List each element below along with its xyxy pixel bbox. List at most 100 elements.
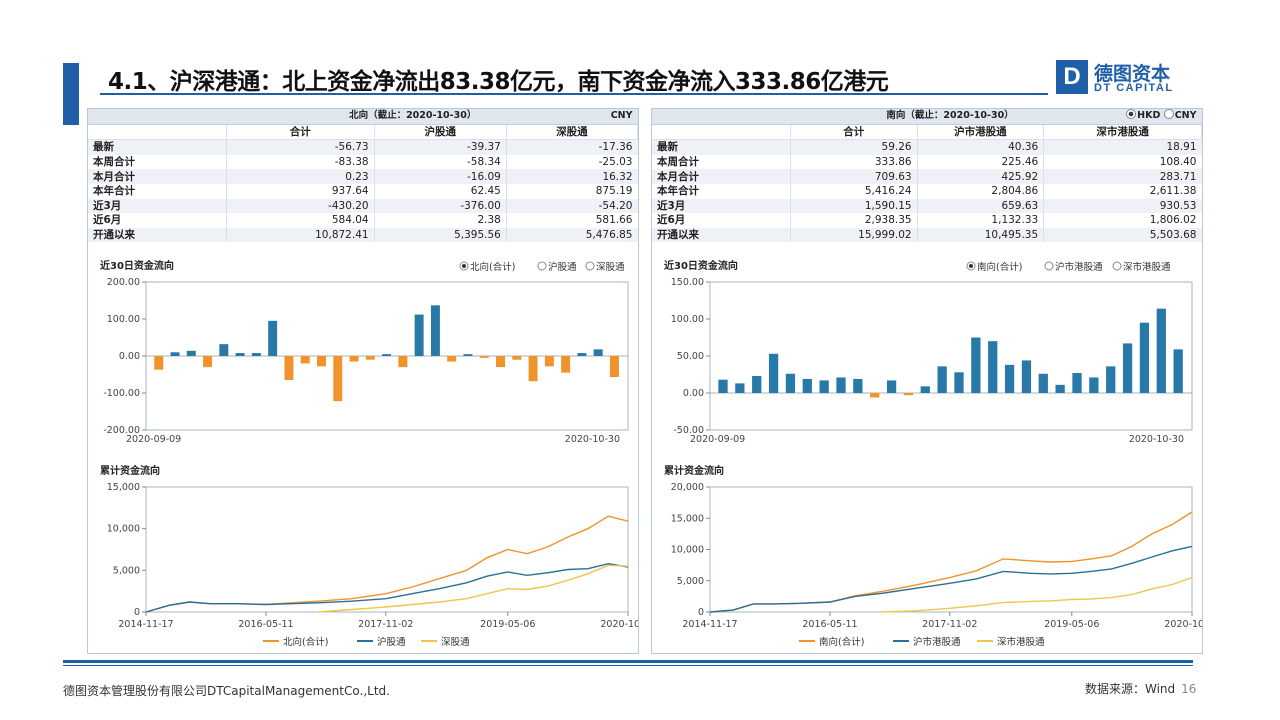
legend-radio[interactable]	[537, 261, 547, 271]
bar	[920, 386, 930, 393]
north-30day-chart: 近30日资金流向 北向(合计) 沪股通 深股通 200.00 100.00 0.00 -100…	[100, 259, 629, 445]
legend-label: 深股通	[596, 262, 625, 273]
table-cell: -54.20	[505, 198, 638, 214]
table-cell: 2,611.38	[1043, 183, 1202, 199]
row-label: 最新	[88, 139, 227, 155]
bar	[1156, 308, 1166, 393]
bar	[988, 341, 998, 393]
row-label: 本月合计	[88, 169, 227, 184]
row-label: 本周合计	[93, 156, 135, 169]
bar	[219, 344, 229, 356]
bar	[1038, 373, 1048, 393]
table-cell: 709.63	[790, 169, 918, 184]
table-cell: 937.64	[226, 183, 375, 199]
y-tick-label: 0	[134, 607, 140, 618]
cny-radio[interactable]	[1163, 109, 1174, 120]
legend-radio[interactable]	[585, 261, 595, 271]
x-tick-label: 2014-11-17	[682, 619, 737, 630]
bar	[414, 314, 424, 356]
row-label: 近3月	[88, 198, 227, 214]
table-row: 本周合计 333.86 225.46 108.40	[652, 154, 1202, 170]
page-title: 4.1、沪深港通：北上资金净流出83.38亿元，南下资金净流入333.86亿港元	[108, 69, 889, 95]
bar	[802, 378, 812, 393]
bar	[1072, 373, 1082, 393]
table-cell: -58.34	[373, 154, 507, 170]
row-label: 本年合计	[93, 185, 135, 198]
legend-label: 北向(合计)	[470, 261, 515, 273]
table-cell: -16.09	[373, 169, 507, 184]
table-cell: 581.66	[505, 213, 638, 228]
y-tick-label: -100.00	[103, 388, 140, 399]
table-cell: 40.36	[916, 139, 1044, 155]
table-cell: 15,999.02	[790, 227, 918, 243]
y-tick-label: 5,000	[113, 565, 140, 576]
chart-title: 累计资金流向	[100, 464, 160, 477]
x-tick-label: 2020-10-29	[1164, 619, 1202, 630]
legend-label: 南向(合计)	[977, 261, 1022, 273]
bar	[251, 353, 261, 356]
x-tick-label: 2019-05-06	[1044, 619, 1099, 630]
table-cell: 2,804.86	[916, 183, 1044, 199]
bar	[903, 393, 914, 396]
table-cell: 333.86	[790, 154, 918, 170]
company-logo: D 德图资本 DT CAPITAL	[1056, 60, 1216, 100]
northbound-panel: 北向（截止：2020-10-30） CNY 合计 沪股通 深股通 最新 -56.7…	[87, 108, 639, 654]
legend-label: 沪股通	[548, 261, 577, 273]
bar	[768, 353, 779, 393]
bar	[365, 356, 375, 360]
y-tick-label: -200.00	[103, 425, 140, 436]
accent-bar	[63, 63, 79, 125]
bar	[785, 373, 796, 393]
y-tick-label: 15,000	[671, 513, 704, 524]
legend-radio[interactable]	[1112, 261, 1122, 271]
bar	[430, 305, 440, 356]
x-tick-label: 2020-09-09	[126, 434, 181, 445]
legend-label: 沪市港股通	[913, 636, 961, 648]
bar	[349, 356, 359, 362]
table-cell: 5,476.85	[505, 227, 638, 243]
bar	[447, 356, 457, 362]
x-tick-label: 2020-10-29	[600, 619, 638, 630]
x-tick-label: 2017-11-02	[922, 619, 977, 630]
bar	[971, 337, 981, 393]
plot-frame	[709, 486, 1193, 613]
table-row: 近6月 2,938.35 1,132.33 1,806.02	[652, 213, 1202, 228]
table-cell: -25.03	[505, 154, 638, 170]
table-row: 近3月 1,590.15 659.63 930.53	[652, 198, 1202, 214]
y-tick-label: 10,000	[107, 524, 140, 535]
hkd-radio[interactable]	[1126, 109, 1137, 120]
table-row: 本年合计 5,416.24 2,804.86 2,611.38	[652, 183, 1202, 199]
bar	[333, 356, 343, 402]
south-col-2: 深市港股通	[1043, 124, 1202, 141]
bar	[479, 356, 489, 358]
y-tick-label: 10,000	[671, 545, 704, 556]
table-cell: -430.20	[226, 198, 375, 214]
table-row: 近6月 584.04 2.38 581.66	[88, 213, 638, 228]
cny-label: CNY	[1174, 110, 1197, 122]
bar	[1055, 384, 1065, 393]
row-label: 本周合计	[657, 156, 699, 169]
chart-title: 近30日资金流向	[664, 259, 738, 272]
bar	[1173, 349, 1183, 393]
southbound-table: 南向（截止：2020-10-30） HKD CNY 合计 沪市港股通 深市港股通…	[652, 109, 1202, 243]
table-cell: -56.73	[226, 139, 375, 155]
y-tick-label: 0.00	[683, 388, 704, 399]
row-label: 本月合计	[652, 169, 791, 184]
table-cell: 10,495.35	[916, 227, 1044, 243]
bar	[1004, 364, 1015, 393]
footer-rule-thin	[63, 665, 1193, 666]
data-source: 数据来源：Wind	[1085, 682, 1176, 696]
y-tick-label: 0	[698, 607, 704, 618]
table-cell: 1,806.02	[1043, 213, 1202, 228]
y-tick-label: 100.00	[671, 314, 704, 325]
bar	[937, 366, 947, 393]
northbound-table: 北向（截止：2020-10-30） CNY 合计 沪股通 深股通 最新 -56.7…	[88, 109, 639, 243]
south-currency-toggle[interactable]: HKD CNY	[1043, 109, 1202, 125]
bar	[186, 350, 196, 356]
bar	[819, 380, 829, 393]
table-cell: 0.23	[226, 169, 375, 184]
x-tick-label: 2020-09-09	[690, 434, 745, 445]
legend-radio[interactable]	[1044, 261, 1054, 271]
series-line	[145, 515, 629, 613]
